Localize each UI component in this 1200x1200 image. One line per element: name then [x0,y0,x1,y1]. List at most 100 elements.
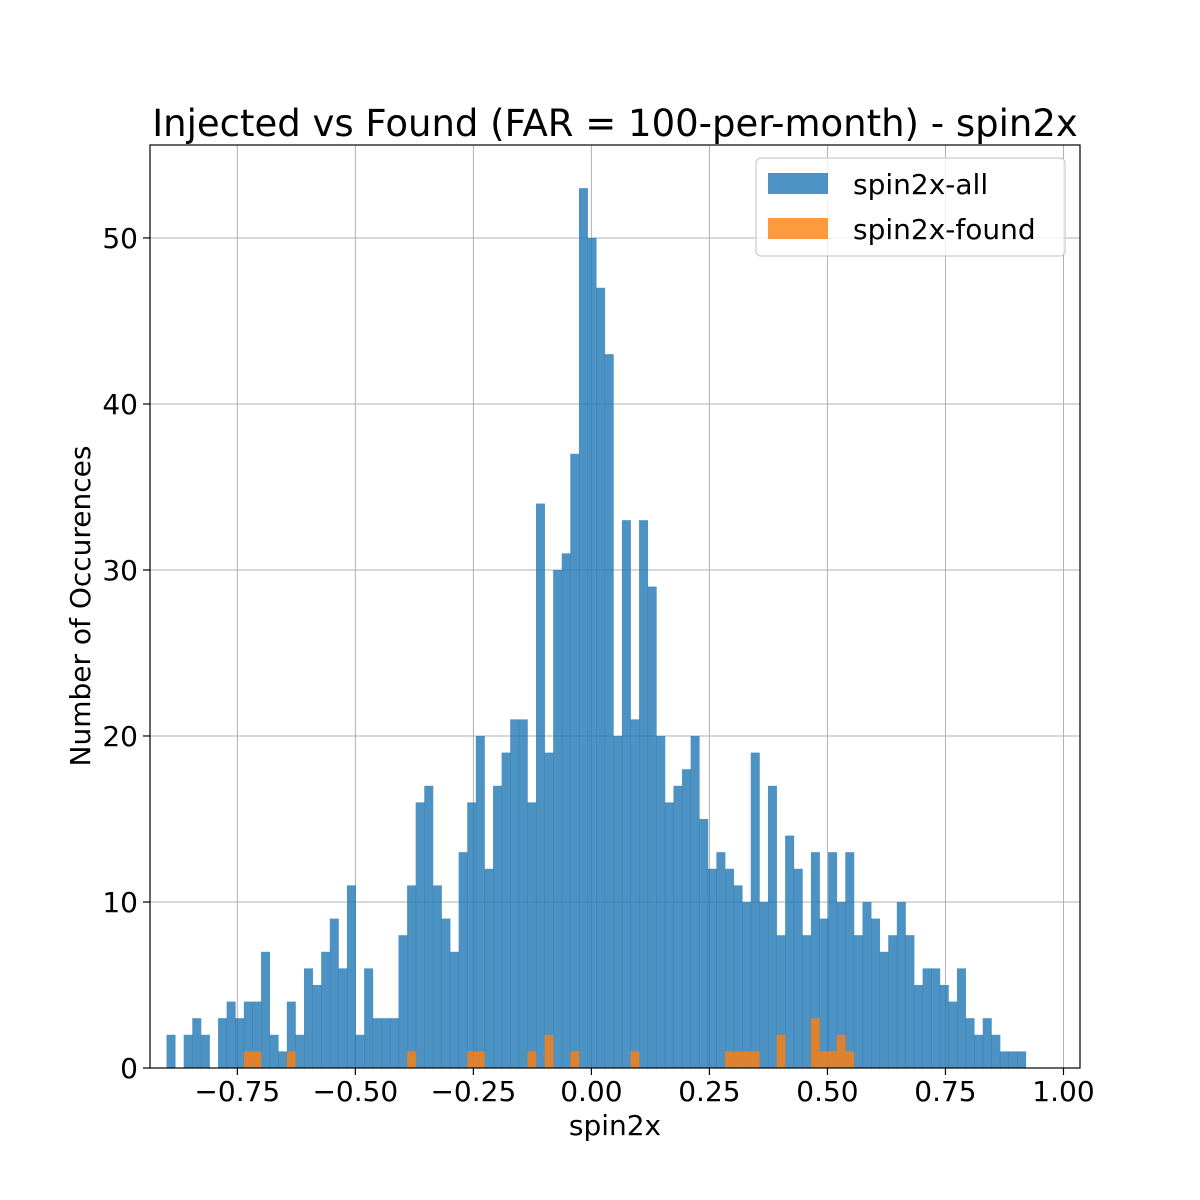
histogram-bar [819,918,829,1068]
histogram-bar [982,1018,992,1068]
histogram-bar [450,951,460,1068]
legend-swatch-found [768,218,828,239]
histogram-bar [673,785,683,1068]
histogram-bar [535,503,545,1068]
histogram-bar [398,935,408,1068]
y-tick-label: 50 [102,222,138,255]
histogram-bar [346,885,356,1068]
histogram-bar [407,885,417,1068]
x-tick-label: −0.25 [430,1075,516,1108]
histogram-bar [845,1051,855,1068]
histogram-bar [999,1051,1009,1068]
histogram-bar [939,984,949,1068]
histogram-bar [819,1051,829,1068]
histogram-bar [853,935,863,1068]
histogram-bar [243,1001,253,1068]
histogram-bar [235,1018,245,1068]
histogram-bar [278,1051,288,1068]
histogram-bar [862,901,872,1068]
histogram-bar [493,785,503,1068]
histogram-bar [544,752,554,1068]
legend-label-found: spin2x-found [853,213,1036,246]
x-tick-label: 0.25 [678,1075,740,1108]
histogram-bar [776,935,786,1068]
histogram-bar [596,287,606,1068]
legend-label-all: spin2x-all [853,168,988,201]
histogram-bar [329,918,339,1068]
series-all [166,188,1027,1068]
histogram-bar [724,868,734,1068]
histogram-bar [441,918,451,1068]
histogram-bar [733,1051,743,1068]
y-tick-label: 10 [102,886,138,919]
legend-swatch-all [768,173,828,194]
histogram-bar [682,769,692,1068]
histogram-bar [621,520,631,1068]
series-found [243,1018,855,1068]
x-tick-label: 0.50 [796,1075,858,1108]
histogram-bar [269,1034,279,1068]
histogram-bar [312,984,322,1068]
histogram-bar [252,1051,262,1068]
histogram-bar [656,735,666,1068]
histogram-bar [664,802,674,1068]
histogram-bar [407,1051,417,1068]
y-axis-ticks: 0 10 20 30 40 50 [102,222,150,1085]
y-axis-label: Number of Occurences [64,446,97,767]
histogram-bar [484,868,494,1068]
histogram-bar [828,1051,838,1068]
histogram-bar [793,868,803,1068]
histogram-bar [931,968,941,1068]
histogram-bar [381,1018,391,1068]
histogram-bar [836,901,846,1068]
histogram-bar [183,1034,193,1068]
histogram-bar [810,852,820,1068]
histogram-bar [570,453,580,1068]
histogram-bar [321,951,331,1068]
histogram-bar [303,968,313,1068]
histogram-bar [914,984,924,1068]
histogram-bar [707,868,717,1068]
histogram-bar [724,1051,734,1068]
x-axis-label: spin2x [569,1109,661,1142]
x-axis-ticks: −0.75 −0.50 −0.25 0.00 0.25 0.50 0.75 1.00 [194,1068,1095,1108]
histogram-bar [776,1034,786,1068]
histogram-bar [802,935,812,1068]
histogram-bar [785,835,795,1068]
x-tick-label: 0.75 [914,1075,976,1108]
histogram-bar [364,968,374,1068]
y-tick-label: 20 [102,720,138,753]
histogram-bar [578,188,588,1068]
y-tick-label: 0 [120,1052,138,1085]
histogram-bar [690,735,700,1068]
histogram-bar [647,586,657,1068]
histogram-bar [218,1018,228,1068]
histogram-bar [810,1018,820,1068]
histogram-bar [742,1051,752,1068]
histogram-bar [338,968,348,1068]
histogram-bar [613,735,623,1068]
histogram-bar [527,802,537,1068]
histogram-bar [965,1018,975,1068]
bars [166,188,1027,1068]
histogram-bar [828,852,838,1068]
histogram-bar [252,1001,262,1068]
histogram-bar [261,951,271,1068]
histogram-bar [639,520,649,1068]
histogram-bar [630,1051,640,1068]
histogram-bar [974,1034,984,1068]
histogram-bar [200,1034,210,1068]
histogram-bar [750,752,760,1068]
histogram-bar [879,951,889,1068]
legend-frame [755,157,1066,257]
histogram-bar [458,852,468,1068]
chart-title: Injected vs Found (FAR = 100-per-month) … [152,102,1078,145]
histogram-bar [166,1034,176,1068]
histogram-bar [630,719,640,1068]
histogram-bar [518,719,528,1068]
histogram-bar [424,785,434,1068]
histogram-bar [226,1001,236,1068]
histogram-bar [587,237,597,1068]
histogram-bar [991,1034,1001,1068]
